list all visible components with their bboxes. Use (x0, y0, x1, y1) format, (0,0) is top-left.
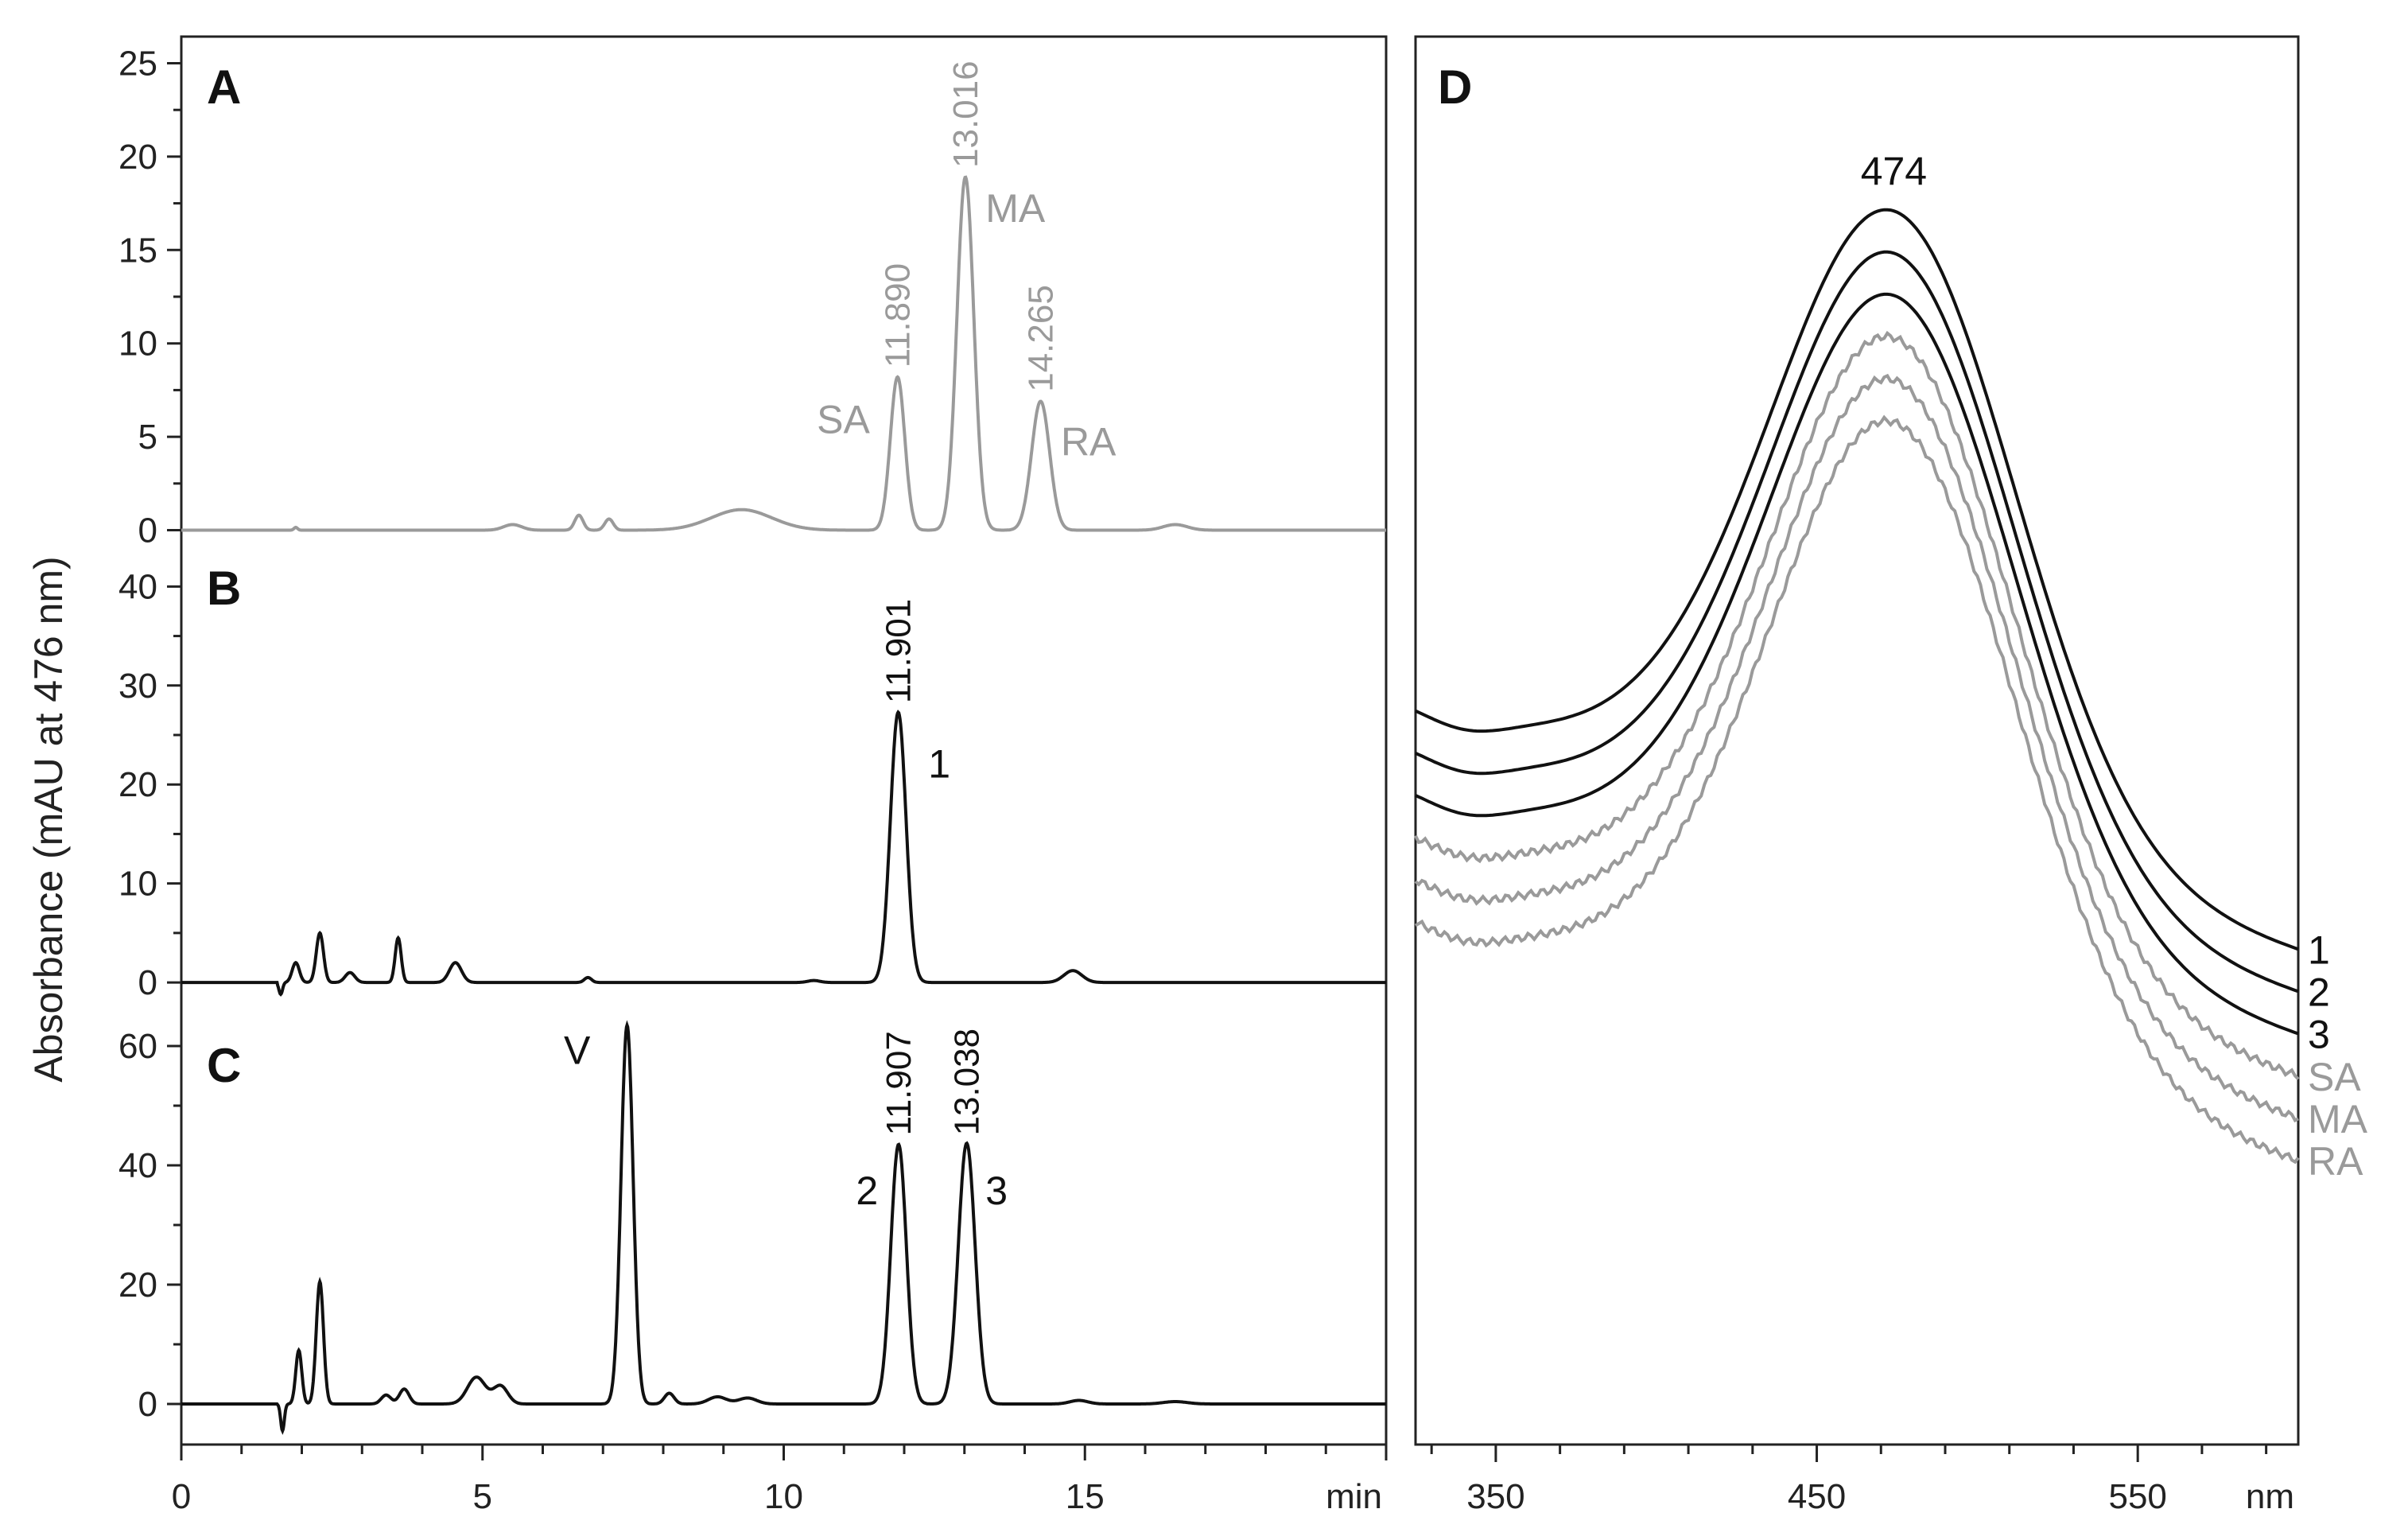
peak-label: 2 (856, 1169, 878, 1213)
chromatogram-trace-b (181, 710, 1386, 997)
x-tick-label: 0 (172, 1477, 191, 1516)
y-tick-label: 40 (118, 567, 157, 606)
y-tick-label: 0 (138, 963, 157, 1002)
max-wavelength-label: 474 (1861, 149, 1927, 193)
y-tick-label: 0 (138, 1385, 157, 1424)
panel-letter-a: A (207, 60, 241, 114)
y-tick-label: 10 (118, 865, 157, 904)
spectrum-curve-ra (1414, 414, 2300, 1165)
spectrum-frame (1414, 35, 2300, 1446)
retention-time-label: 11.890 (879, 263, 918, 368)
time-axis: 0 5 10 15 min (172, 1445, 1388, 1516)
spectrum-label: SA (2308, 1055, 2361, 1099)
y-axis-label: Absorbance (mAU at 476 nm) (26, 556, 71, 1082)
x-tick-label: 15 (1066, 1477, 1105, 1516)
retention-time-label: 13.016 (946, 60, 985, 168)
spectrum-label: MA (2308, 1097, 2368, 1141)
x-unit-label: min (1326, 1477, 1382, 1516)
panel-letter-d: D (1438, 60, 1472, 114)
x-tick-label: 10 (764, 1477, 803, 1516)
spectrum-curve-ma (1414, 373, 2299, 1123)
panel-letter-c: C (207, 1039, 241, 1092)
panel-c: 0 20 40 60 11.907 13.038 V 2 3 (118, 1020, 1386, 1435)
spectrum-curve-2 (1415, 250, 2299, 994)
y-tick-label: 15 (118, 231, 157, 270)
retention-time-label: 14.265 (1022, 285, 1061, 392)
y-tick-label: 20 (118, 765, 157, 804)
spectrum-label: RA (2308, 1139, 2363, 1184)
panel-letter-b: B (207, 562, 241, 615)
y-tick-label: 40 (118, 1146, 157, 1185)
y-tick-label: 20 (118, 1266, 157, 1305)
spectrum-curve-1 (1415, 208, 2299, 951)
panel-a: 0 5 10 15 20 25 11.890 13.016 14.265 SA MA RA (118, 44, 1386, 550)
spectrum-curve-3 (1415, 292, 2299, 1036)
spectrum-label: 2 (2308, 970, 2330, 1015)
peak-label: RA (1061, 420, 1117, 465)
x-tick-label: 550 (2108, 1477, 2166, 1516)
x-tick-label: 5 (473, 1477, 492, 1516)
y-tick-label: 10 (118, 325, 157, 364)
chromatogram-trace-c (181, 1020, 1386, 1435)
peak-label: SA (817, 397, 870, 441)
x-tick-label: 350 (1466, 1477, 1524, 1516)
spectrum-label: 1 (2308, 928, 2330, 973)
y-tick-label: 20 (118, 138, 157, 177)
y-tick-label: 5 (138, 418, 157, 457)
retention-time-label: 11.901 (880, 599, 919, 703)
spectrum-label: 3 (2308, 1013, 2330, 1057)
peak-label: V (564, 1029, 591, 1073)
y-tick-label: 0 (138, 511, 157, 550)
spectrum-curve-sa (1414, 330, 2300, 1080)
y-tick-label: 25 (118, 44, 157, 83)
peak-label: 1 (928, 742, 950, 787)
peak-label: MA (985, 186, 1046, 231)
peak-label: 3 (985, 1169, 1008, 1213)
x-tick-label: 450 (1788, 1477, 1846, 1516)
y-tick-label: 60 (118, 1027, 157, 1066)
chromatogram-trace-a (181, 175, 1386, 532)
retention-time-label: 11.907 (880, 1031, 919, 1135)
y-tick-label: 30 (118, 667, 157, 706)
retention-time-label: 13.038 (948, 1029, 987, 1136)
x-unit-label: nm (2246, 1477, 2294, 1516)
